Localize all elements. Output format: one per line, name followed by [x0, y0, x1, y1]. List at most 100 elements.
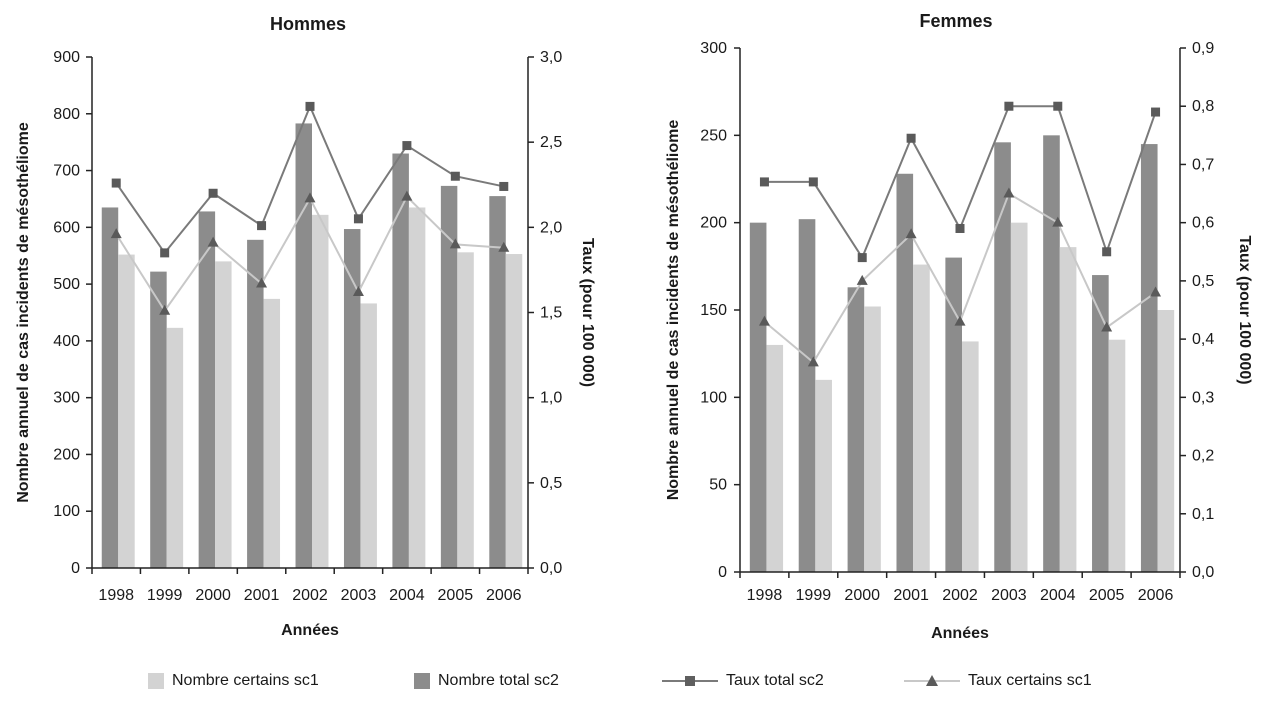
point-taux-certains-2002 — [954, 315, 966, 326]
point-taux-certains-2000 — [207, 236, 219, 247]
legend-item-nombre-certains: Nombre certains sc1 — [148, 672, 319, 690]
bar-certains-1998 — [118, 254, 135, 568]
bar-certains-1999 — [166, 327, 184, 568]
point-taux-total-1999 — [808, 177, 818, 187]
x-axis-title: Années — [931, 625, 989, 642]
bar-certains-2006 — [505, 254, 523, 568]
bar-total-2004 — [392, 153, 409, 568]
x-tick-label: 2004 — [389, 587, 425, 604]
point-taux-total-2006 — [499, 181, 509, 191]
chart-femmes: Femmes 0 50 100 150 200 250 300 0,0 0,1 0,2 0,3 0,4 0… — [665, 11, 1253, 642]
point-taux-total-1999 — [160, 248, 170, 258]
point-taux-certains-2001 — [905, 228, 917, 239]
bar-certains-2001 — [913, 264, 930, 572]
point-taux-certains-2003 — [352, 286, 364, 297]
y-tick-label-right: 0,0 — [1192, 564, 1214, 581]
y-tick-label-left: 900 — [53, 49, 80, 66]
bar-total-2001 — [247, 239, 264, 568]
x-tick-label: 2003 — [341, 587, 377, 604]
y-tick-label-left: 0 — [718, 564, 727, 581]
point-taux-certains-1999 — [807, 356, 819, 367]
bar-certains-2003 — [360, 303, 377, 568]
bar-certains-2004 — [1059, 247, 1077, 572]
y-tick-label-right: 1,0 — [540, 390, 562, 407]
point-taux-certains-2001 — [256, 277, 268, 288]
x-tick-label: 1999 — [796, 587, 832, 604]
point-taux-total-2003 — [1004, 101, 1014, 111]
x-tick-label: 2001 — [893, 587, 929, 604]
x-axis-title: Années — [281, 622, 339, 639]
point-taux-certains-2004 — [1052, 216, 1064, 227]
y-tick-label-right: 0,1 — [1192, 506, 1214, 523]
legend-swatch-nombre-certains — [148, 673, 164, 689]
bar-certains-2000 — [215, 261, 232, 568]
x-tick-label: 2005 — [438, 587, 474, 604]
legend-item-taux-certains: Taux certains sc1 — [904, 672, 1092, 690]
y-tick-label-right: 0,3 — [1192, 389, 1214, 406]
bar-certains-2002 — [962, 341, 979, 572]
point-taux-total-2005 — [450, 171, 460, 181]
y-tick-label-right: 0,5 — [1192, 273, 1214, 290]
x-tick-label: 2000 — [844, 587, 880, 604]
x-tick-label: 2002 — [292, 587, 328, 604]
bar-certains-2001 — [263, 298, 281, 568]
bar-certains-2000 — [864, 306, 881, 572]
point-taux-total-2004 — [1053, 101, 1063, 111]
legend-item-taux-total: Taux total sc2 — [662, 672, 824, 690]
y-tick-label-right: 0,0 — [540, 560, 562, 577]
y-tick-label-left: 200 — [700, 215, 727, 232]
point-taux-certains-2005 — [1101, 321, 1113, 332]
bar-certains-2006 — [1157, 310, 1175, 572]
y-tick-label-right: 0,8 — [1192, 98, 1214, 115]
legend-swatch-taux-total — [662, 676, 718, 686]
point-taux-total-2000 — [208, 188, 218, 198]
point-taux-certains-2003 — [1003, 187, 1015, 198]
x-tick-label: 1998 — [98, 587, 134, 604]
bar-total-1999 — [150, 271, 167, 568]
y-tick-label-right: 0,4 — [1192, 331, 1214, 348]
x-tick-label: 2004 — [1040, 587, 1076, 604]
y-axis-title-left: Nombre annuel de cas incidents de mésoth… — [15, 122, 32, 503]
y-tick-label-left: 250 — [700, 127, 727, 144]
point-taux-total-2005 — [1102, 247, 1112, 257]
bar-total-1998 — [749, 222, 767, 572]
charts-canvas: Hommes01002003004005006007008009000,00,5… — [15, 11, 1253, 642]
bar-total-2003 — [994, 142, 1011, 572]
y-tick-label-right: 2,0 — [540, 219, 562, 236]
y-axis-title-right: Taux (pour 100 000) — [579, 238, 596, 387]
legend: Nombre certains sc1 Nombre total sc2 Tau… — [0, 672, 1270, 702]
y-tick-label-right: 0,9 — [1192, 40, 1214, 57]
bar-total-2000 — [198, 211, 216, 569]
x-tick-label: 1999 — [147, 587, 183, 604]
legend-label: Taux total sc2 — [726, 672, 824, 689]
bar-total-2004 — [1043, 135, 1060, 573]
point-taux-certains-2004 — [401, 190, 413, 201]
y-tick-label-left: 300 — [700, 40, 727, 57]
legend-swatch-nombre-total — [414, 673, 430, 689]
chart-hommes: Hommes 0 100 200 300 400 500 600 700 800 900 0,0 0,5… — [15, 14, 596, 639]
x-tick-label: 1998 — [747, 587, 783, 604]
y-tick-label-right: 2,5 — [540, 134, 562, 151]
point-taux-total-2003 — [353, 214, 363, 224]
point-taux-total-2001 — [906, 133, 916, 143]
bar-total-2002 — [945, 257, 962, 572]
x-tick-label: 2002 — [942, 587, 978, 604]
point-taux-certains-2002 — [304, 192, 316, 203]
bar-total-1998 — [101, 207, 119, 568]
x-tick-label: 2001 — [244, 587, 280, 604]
point-taux-certains-1998 — [758, 315, 770, 326]
bar-certains-1998 — [766, 344, 784, 572]
bar-total-2005 — [1092, 275, 1109, 572]
point-taux-certains-2006 — [498, 241, 510, 252]
y-tick-label-left: 100 — [53, 503, 80, 520]
point-taux-total-2002 — [305, 101, 315, 111]
point-taux-certains-1998 — [110, 228, 122, 239]
point-taux-total-2006 — [1151, 107, 1161, 117]
y-tick-label-left: 700 — [53, 163, 80, 180]
y-tick-label-left: 200 — [53, 446, 80, 463]
point-taux-total-1998 — [111, 178, 121, 188]
y-tick-label-left: 800 — [53, 106, 80, 123]
bar-certains-2004 — [408, 207, 426, 568]
point-taux-certains-2005 — [449, 238, 461, 249]
y-tick-label-left: 0 — [71, 560, 80, 577]
